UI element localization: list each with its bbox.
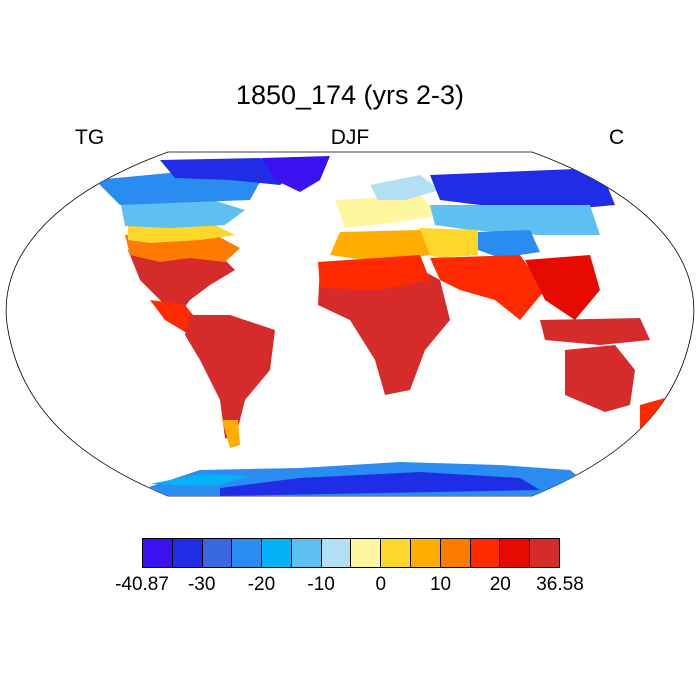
arabia-india — [430, 255, 545, 320]
colorbar-cell — [351, 539, 382, 567]
colorbar-cell — [411, 539, 441, 567]
colorbar-tick-label: -40.87 — [115, 574, 169, 595]
season-label: DJF — [330, 126, 370, 149]
patagonia — [222, 420, 240, 448]
greenland — [262, 156, 330, 192]
colorbar — [142, 538, 560, 568]
colorbar-cell — [232, 539, 263, 567]
colorbar-cell — [470, 539, 501, 567]
antarctica-coast — [150, 474, 250, 486]
colorbar-tick-label: -20 — [247, 574, 276, 595]
north-america-land — [128, 245, 235, 320]
sahara-band — [318, 255, 430, 290]
colorbar-cell — [530, 539, 559, 567]
colorbar-tick-label: 20 — [489, 574, 511, 595]
map-title: 1850_174 (yrs 2-3) — [235, 80, 465, 110]
variable-label: TG — [75, 126, 105, 149]
europe-band — [335, 195, 440, 228]
colorbar-tick-label: -30 — [187, 574, 216, 595]
tibet — [478, 230, 540, 258]
colorbar-tick-label: 10 — [429, 574, 452, 595]
australia-land — [565, 345, 635, 412]
colorbar-cell — [172, 539, 203, 567]
antarctica-inner — [220, 472, 540, 496]
indonesia — [540, 318, 650, 345]
south-america-land — [185, 315, 275, 440]
colorbar-cell — [143, 539, 173, 567]
asia-cool-band — [430, 205, 600, 235]
mediterranean — [330, 230, 430, 262]
colorbar-cell — [291, 539, 322, 567]
africa-land — [318, 258, 450, 395]
southeast-asia — [525, 255, 600, 320]
units-label: C — [609, 126, 625, 149]
colorbar-cell — [381, 539, 412, 567]
siberia-cold — [430, 168, 615, 210]
colorbar-tick-label: 0 — [375, 574, 387, 595]
scandinavia — [370, 175, 440, 200]
colorbar-cell — [202, 539, 233, 567]
colorbar-cell — [321, 539, 352, 567]
colorbar-cell — [500, 539, 531, 567]
colorbar-tick-label: 36.58 — [536, 574, 584, 595]
north-america-band-cool — [120, 196, 245, 228]
arctic-canada — [160, 158, 300, 185]
colorbar-tick-label: -10 — [307, 574, 335, 595]
colorbar-cell — [262, 539, 292, 567]
colorbar-cell — [440, 539, 471, 567]
